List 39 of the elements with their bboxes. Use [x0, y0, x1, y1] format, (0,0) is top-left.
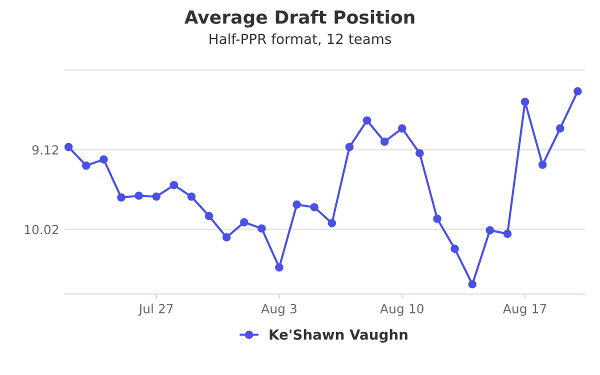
x-tick-label: Aug 3 [261, 304, 296, 316]
point [275, 263, 284, 272]
point [538, 160, 547, 169]
point [292, 200, 301, 209]
point [416, 149, 424, 158]
point [100, 155, 108, 164]
point [486, 226, 494, 234]
point [310, 203, 319, 212]
point [64, 142, 73, 152]
chart-subtitle: Half-PPR format, 12 teams [210, 33, 391, 46]
chart-title: Average Draft Position [184, 10, 414, 28]
x-tick-label: Aug 10 [380, 304, 424, 316]
point [187, 192, 196, 201]
point [170, 180, 178, 190]
point [82, 161, 90, 170]
point [134, 192, 143, 200]
point [380, 138, 389, 146]
point [556, 124, 564, 133]
point [258, 224, 266, 233]
point [520, 98, 530, 106]
point [433, 214, 442, 223]
point [503, 230, 512, 238]
point [204, 212, 214, 220]
point [468, 280, 477, 288]
point [117, 193, 126, 202]
y-tick-label: 9.12 [32, 145, 58, 155]
point [240, 218, 248, 226]
point [398, 124, 406, 133]
x-tick-label: Jul 27 [138, 304, 173, 316]
point [345, 142, 354, 152]
point [222, 233, 231, 242]
point [328, 219, 336, 228]
x-tick-label: Aug 17 [502, 304, 546, 316]
point [574, 87, 582, 96]
y-tick-label: 10.02 [24, 224, 58, 234]
point [362, 116, 372, 125]
point [450, 244, 459, 254]
point [152, 192, 161, 201]
legend-label: Ke'Shawn Vaughn [270, 329, 408, 343]
